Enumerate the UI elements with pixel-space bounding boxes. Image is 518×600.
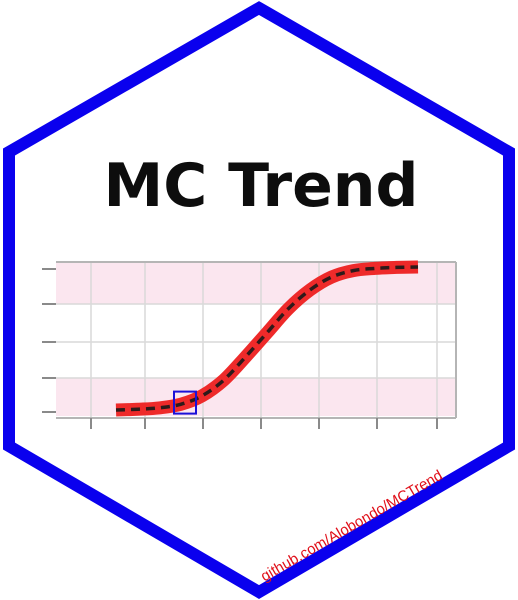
trend-chart	[42, 260, 457, 429]
chart-band-bottom	[56, 378, 456, 416]
y-axis-ticks	[42, 268, 56, 413]
vertical-gridlines	[90, 262, 438, 418]
logo-title: MC Trend	[104, 151, 419, 221]
x-axis-ticks	[90, 418, 438, 429]
highlight-marker	[173, 390, 197, 415]
trend-dashed-line	[115, 265, 419, 412]
